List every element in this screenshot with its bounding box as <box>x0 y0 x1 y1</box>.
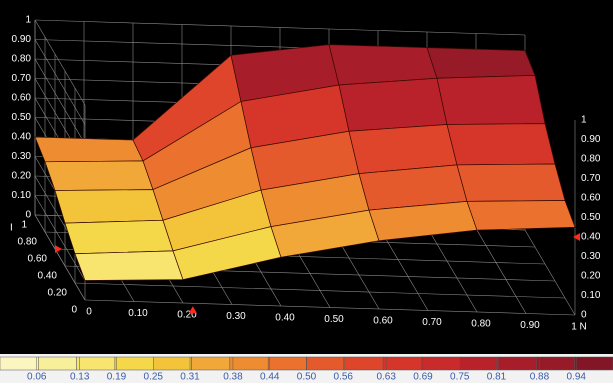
colorbar-segment <box>38 356 77 371</box>
surface-patch <box>44 160 154 191</box>
colorbar-tick-label: 0.44 <box>260 372 280 383</box>
x-tick-label: 0.40 <box>275 313 295 324</box>
y-tick-label: 0.80 <box>18 237 38 248</box>
z-tick-label-right: 0.20 <box>581 271 601 282</box>
x-tick-label: 0.90 <box>520 320 540 331</box>
floor-grid-line <box>74 282 566 299</box>
z-tick-label-right: 0.30 <box>581 251 601 262</box>
colorbar-segment <box>76 356 116 371</box>
colorbar-tick-label: 0.94 <box>566 372 586 383</box>
colorbar-tick-label: 0.75 <box>450 372 470 383</box>
z-tick-label-right: 0.80 <box>581 154 601 165</box>
colorbar-tick-label: 0.63 <box>376 372 396 383</box>
colorbar-tick-label: 0.50 <box>297 372 317 383</box>
x-tick-label: 0.70 <box>422 317 442 328</box>
surface-patch <box>446 123 556 166</box>
surface-patch <box>426 47 536 79</box>
surface-patch <box>64 219 174 255</box>
colorbar-segment <box>114 356 154 371</box>
x-tick-label: 0.60 <box>373 316 393 327</box>
colorbar-segment <box>153 356 192 371</box>
z-tick-label: 0.70 <box>12 73 32 84</box>
y-tick-label: 0.20 <box>48 288 68 299</box>
z-tick-label: 0.40 <box>12 132 32 143</box>
z-tick-label-right: 0.50 <box>581 212 601 223</box>
floor-grid-line <box>524 229 576 316</box>
colorbar-segment <box>0 356 39 371</box>
z-tick-label: 0.50 <box>12 112 32 123</box>
x-tick-label: 0.10 <box>128 308 148 319</box>
z-tick-label: 0.10 <box>12 190 32 201</box>
x-tick-label: 0.30 <box>226 311 246 322</box>
y-axis-label: I <box>10 223 13 234</box>
z-tick-label-right: 0.10 <box>581 290 601 301</box>
x-tick-label: 0.50 <box>324 314 344 325</box>
colorbar-segment <box>382 356 422 371</box>
floor-grid-line <box>84 299 576 316</box>
colorbar-segment <box>191 356 231 371</box>
wall-grid-line <box>34 19 86 106</box>
colorbar-segment <box>306 356 346 371</box>
surface-patch <box>466 200 576 231</box>
colorbar-segment <box>344 356 384 371</box>
wall-grid-line <box>34 58 86 145</box>
x-tick-label: 0 <box>86 307 92 318</box>
z-tick-label: 0.90 <box>12 34 32 45</box>
surface-patch <box>74 250 184 281</box>
slice-marker <box>55 245 62 253</box>
floor-grid-line <box>426 226 478 313</box>
x-tick-label: 0.80 <box>471 319 491 330</box>
colorbar-segment <box>421 356 460 371</box>
x-tick-label: 0.20 <box>177 310 197 321</box>
z-tick-label: 1 <box>25 15 31 26</box>
slice-marker <box>573 233 580 241</box>
z-tick-label: 0.20 <box>12 171 32 182</box>
colorbar-tick-label: 0.06 <box>27 372 47 383</box>
y-tick-label: 1 <box>21 220 27 231</box>
colorbar-segment <box>497 356 537 371</box>
surface-patch <box>328 44 438 86</box>
y-tick-label: 0.60 <box>28 254 48 265</box>
colorbar-segment <box>574 356 613 371</box>
colorbar-segment <box>459 356 499 371</box>
wall-grid-line <box>34 195 86 281</box>
colorbar-segment <box>267 356 307 371</box>
surface-patch <box>34 136 144 163</box>
z-tick-label-right: 0.90 <box>581 134 601 145</box>
surface-patch <box>436 75 546 125</box>
z-tick-label-right: 0.60 <box>581 193 601 204</box>
colorbar-tick-label: 0.31 <box>180 372 200 383</box>
slice-marker <box>188 306 197 314</box>
z-tick-label: 0.80 <box>12 54 32 65</box>
colorbar-tick-label: 0.88 <box>530 372 550 383</box>
colorbar-tick-label: 0.81 <box>487 372 507 383</box>
colorbar-tick-label: 0.56 <box>334 372 354 383</box>
wall-grid-line <box>34 39 86 125</box>
colorbar-tick-label: 0.25 <box>144 372 164 383</box>
colorbar-segment <box>536 356 575 371</box>
x-tick-label: 1 N <box>571 322 587 333</box>
surface-patch <box>456 163 566 202</box>
z-tick-label-right: 0.70 <box>581 173 601 184</box>
colorbar-tick-label: 0.69 <box>413 372 433 383</box>
colorbar-tick-label: 0.19 <box>107 372 127 383</box>
wall-grid-line <box>34 19 526 36</box>
floor-grid-line <box>475 228 527 314</box>
surface-patch <box>54 189 164 224</box>
z-tick-label-right: 0.40 <box>581 232 601 243</box>
z-tick-label: 0.30 <box>12 151 32 162</box>
z-tick-label: 0 <box>25 210 31 221</box>
colorbar-tick-label: 0.13 <box>70 372 90 383</box>
wall-grid-line <box>34 214 86 301</box>
z-tick-label-right: 1 <box>581 115 587 126</box>
y-tick-label: 0.40 <box>38 271 58 282</box>
colorbar-segment <box>229 356 269 371</box>
surface-patch <box>338 77 448 132</box>
y-tick-label: 0 <box>71 305 77 316</box>
z-tick-label: 0.60 <box>12 93 32 104</box>
z-tick-label-right: 0 <box>581 310 587 321</box>
colorbar-tick-label: 0.38 <box>223 372 243 383</box>
